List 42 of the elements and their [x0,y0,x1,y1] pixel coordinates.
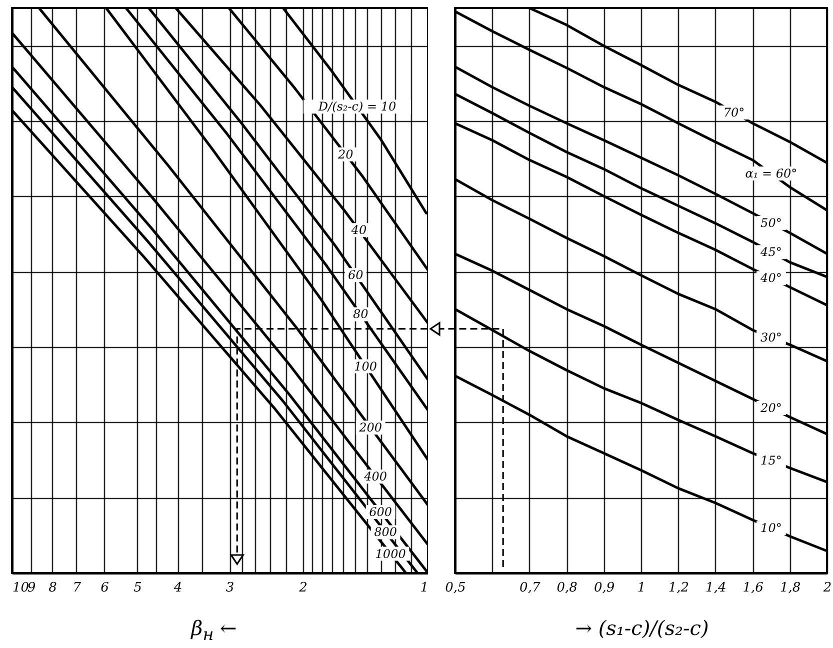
x-tick-label: 2 [298,580,308,596]
series-label: 70° [723,106,745,120]
series-label: 20° [760,401,782,416]
series-label: 20 [336,147,354,162]
x-tick-label: 8 [48,580,57,596]
x-tick-label: 1,6 [742,580,764,596]
x-tick-label: 1 [637,580,646,596]
series-label: 100 [354,359,378,374]
series-label: D/(s₂-c) = 10 [317,100,397,114]
series-label: 1000 [375,546,406,561]
x-tick-label: 5 [134,580,142,596]
series-label: 45° [760,245,782,260]
series-label: 80 [352,307,369,322]
x-tick-label: 1,4 [706,580,726,596]
series-label: 400 [363,470,388,484]
series-label: 200 [358,420,382,435]
x-tick-label: 1 [420,580,428,596]
x-tick-label: 0,9 [594,580,615,596]
x-tick-label: 9 [27,580,36,596]
x-axis-title: β$_{н}$ ← [190,616,238,644]
series-label: 800 [374,525,398,540]
x-tick-label: 1,2 [668,580,690,596]
x-tick-label: 2 [822,580,832,596]
series-label: 40° [760,271,782,286]
x-tick-label: 7 [72,580,82,596]
series-label: 10° [760,521,782,536]
x-tick-label: 0,7 [520,580,541,596]
series-label: 40 [350,223,367,238]
x-axis-title: → (s₁-c)/(s₂-c) [574,616,710,640]
x-tick-label: 1,8 [780,580,801,596]
x-tick-label: 0,8 [556,580,578,596]
x-tick-label: 3 [226,580,234,596]
series-label: 30° [760,330,782,344]
series-label: 15° [760,454,782,468]
series-label: 60 [348,268,364,282]
x-tick-label: 4 [172,580,182,596]
x-tick-label: 0,5 [445,580,466,596]
x-tick-label: 6 [100,580,109,596]
series-label: α₁ = 60° [745,166,798,181]
series-label: 50° [760,216,782,230]
series-label: 600 [369,504,392,519]
x-tick-label: 10 [12,580,30,596]
